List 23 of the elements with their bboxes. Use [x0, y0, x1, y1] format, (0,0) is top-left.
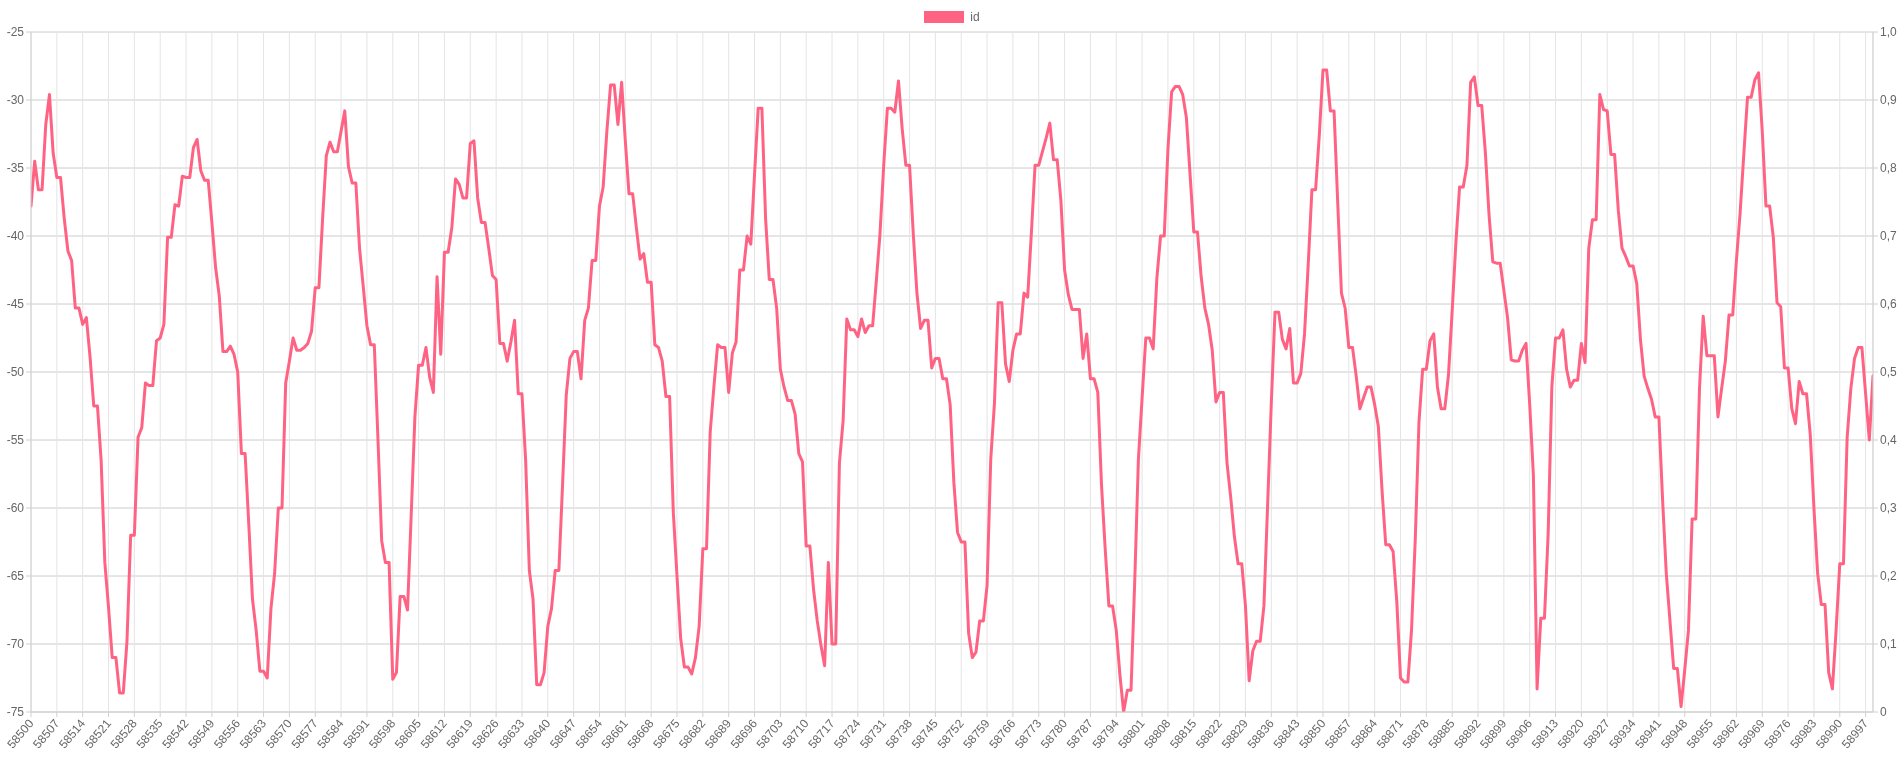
y-tick-label: -75: [6, 705, 25, 720]
y-tick-label: -25: [6, 25, 25, 40]
y-tick-label: -65: [6, 569, 25, 584]
y-tick-label: -60: [6, 501, 25, 516]
y-tick-label: -30: [6, 93, 25, 108]
y2-tick-label: 0,5: [1880, 365, 1898, 380]
y2-tick-label: 0,8: [1880, 161, 1898, 176]
y2-tick-label: 0,3: [1880, 501, 1898, 516]
y2-tick-label: 0,6: [1880, 297, 1898, 312]
y-tick-label: -40: [6, 229, 25, 244]
y-tick-label: -45: [6, 297, 25, 312]
y2-tick-label: 0,2: [1880, 569, 1898, 584]
y2-tick-label: 1,0: [1880, 25, 1898, 40]
y2-tick-label: 0,9: [1880, 93, 1898, 108]
y-tick-label: -50: [6, 365, 25, 380]
y2-tick-label: 0,4: [1880, 433, 1898, 448]
y-tick-label: -70: [6, 637, 25, 652]
y2-tick-label: 0,7: [1880, 229, 1898, 244]
y2-tick-label: 0,1: [1880, 637, 1898, 652]
y2-tick-label: 0: [1880, 705, 1887, 720]
legend-label: id: [970, 9, 980, 24]
y-tick-label: -55: [6, 433, 25, 448]
y-tick-label: -35: [6, 161, 25, 176]
